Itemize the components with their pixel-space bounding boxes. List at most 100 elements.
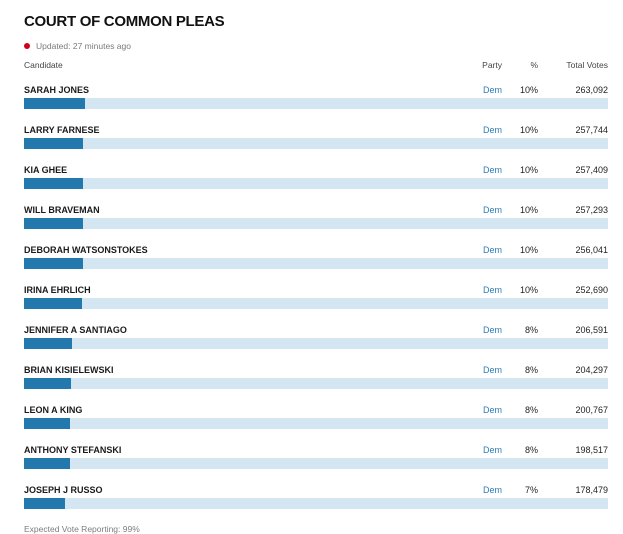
party-label: Dem bbox=[482, 204, 502, 215]
percent-value: 8% bbox=[524, 444, 538, 455]
expected-vote-reporting: Expected Vote Reporting: 99% bbox=[24, 523, 140, 534]
total-votes-value: 263,092 bbox=[575, 84, 608, 95]
percent-value: 8% bbox=[524, 324, 538, 335]
candidate-name: BRIAN KISIELEWSKI bbox=[24, 364, 114, 375]
column-headers: Candidate Party % Total Votes bbox=[24, 60, 608, 70]
candidate-row: IRINA EHRLICH Dem 10% 252,690 bbox=[24, 284, 608, 309]
column-header-percent: % bbox=[530, 59, 538, 70]
vote-bar-fill bbox=[24, 457, 70, 469]
candidate-name: KIA GHEE bbox=[24, 164, 68, 175]
candidate-name: ANTHONY STEFANSKI bbox=[24, 444, 122, 455]
party-label: Dem bbox=[482, 164, 502, 175]
party-label: Dem bbox=[482, 364, 502, 375]
results-rows: SARAH JONES Dem 10% 263,092 LARRY FARNES… bbox=[24, 84, 608, 509]
party-label: Dem bbox=[482, 124, 502, 135]
total-votes-value: 257,409 bbox=[575, 164, 608, 175]
candidate-name: JOSEPH J RUSSO bbox=[24, 484, 103, 495]
vote-bar-fill bbox=[24, 377, 72, 389]
percent-value: 10% bbox=[519, 284, 538, 295]
candidate-name: JENNIFER A SANTIAGO bbox=[24, 324, 127, 335]
party-label: Dem bbox=[482, 404, 502, 415]
candidate-row: BRIAN KISIELEWSKI Dem 8% 204,297 bbox=[24, 364, 608, 389]
vote-bar-fill bbox=[24, 337, 72, 349]
total-votes-value: 257,744 bbox=[575, 124, 608, 135]
candidate-row-values: JOSEPH J RUSSO Dem 7% 178,479 bbox=[24, 484, 608, 496]
percent-value: 10% bbox=[519, 204, 538, 215]
candidate-row: WILL BRAVEMAN Dem 10% 257,293 bbox=[24, 204, 608, 229]
total-votes-value: 256,041 bbox=[575, 244, 608, 255]
vote-bar-fill bbox=[24, 137, 84, 149]
candidate-row: LARRY FARNESE Dem 10% 257,744 bbox=[24, 124, 608, 149]
percent-value: 8% bbox=[524, 364, 538, 375]
candidate-row-values: IRINA EHRLICH Dem 10% 252,690 bbox=[24, 284, 608, 296]
candidate-row-values: SARAH JONES Dem 10% 263,092 bbox=[24, 84, 608, 96]
total-votes-value: 252,690 bbox=[575, 284, 608, 295]
candidate-row-values: DEBORAH WATSONSTOKES Dem 10% 256,041 bbox=[24, 244, 608, 256]
total-votes-value: 206,591 bbox=[575, 324, 608, 335]
candidate-name: LARRY FARNESE bbox=[24, 124, 100, 135]
candidate-row-values: LARRY FARNESE Dem 10% 257,744 bbox=[24, 124, 608, 136]
vote-bar-track bbox=[24, 377, 608, 389]
percent-value: 10% bbox=[519, 124, 538, 135]
party-label: Dem bbox=[482, 484, 502, 495]
candidate-name: DEBORAH WATSONSTOKES bbox=[24, 244, 148, 255]
vote-bar-track bbox=[24, 497, 608, 509]
total-votes-value: 200,767 bbox=[575, 404, 608, 415]
vote-bar-track bbox=[24, 297, 608, 309]
column-header-candidate: Candidate bbox=[24, 59, 63, 70]
party-label: Dem bbox=[482, 284, 502, 295]
vote-bar-fill bbox=[24, 497, 66, 509]
party-label: Dem bbox=[482, 244, 502, 255]
total-votes-value: 257,293 bbox=[575, 204, 608, 215]
percent-value: 7% bbox=[524, 484, 538, 495]
candidate-row-values: LEON A KING Dem 8% 200,767 bbox=[24, 404, 608, 416]
candidate-row: JENNIFER A SANTIAGO Dem 8% 206,591 bbox=[24, 324, 608, 349]
candidate-row: ANTHONY STEFANSKI Dem 8% 198,517 bbox=[24, 444, 608, 469]
vote-bar-track bbox=[24, 137, 608, 149]
candidate-row: DEBORAH WATSONSTOKES Dem 10% 256,041 bbox=[24, 244, 608, 269]
candidate-name: SARAH JONES bbox=[24, 84, 90, 95]
vote-bar-fill bbox=[24, 177, 84, 189]
candidate-row-values: KIA GHEE Dem 10% 257,409 bbox=[24, 164, 608, 176]
vote-bar-track bbox=[24, 97, 608, 109]
column-header-party: Party bbox=[482, 59, 502, 70]
party-label: Dem bbox=[482, 84, 502, 95]
vote-bar-fill bbox=[24, 417, 71, 429]
percent-value: 10% bbox=[519, 164, 538, 175]
vote-bar-track bbox=[24, 417, 608, 429]
percent-value: 10% bbox=[519, 244, 538, 255]
vote-bar-track bbox=[24, 457, 608, 469]
vote-bar-track bbox=[24, 337, 608, 349]
vote-bar-track bbox=[24, 177, 608, 189]
percent-value: 8% bbox=[524, 404, 538, 415]
candidate-row-values: WILL BRAVEMAN Dem 10% 257,293 bbox=[24, 204, 608, 216]
updated-line: Updated: 27 minutes ago bbox=[24, 41, 608, 51]
percent-value: 10% bbox=[519, 84, 538, 95]
candidate-row: LEON A KING Dem 8% 200,767 bbox=[24, 404, 608, 429]
candidate-name: WILL BRAVEMAN bbox=[24, 204, 100, 215]
candidate-name: LEON A KING bbox=[24, 404, 83, 415]
candidate-row-values: BRIAN KISIELEWSKI Dem 8% 204,297 bbox=[24, 364, 608, 376]
candidate-row: KIA GHEE Dem 10% 257,409 bbox=[24, 164, 608, 189]
candidate-row-values: ANTHONY STEFANSKI Dem 8% 198,517 bbox=[24, 444, 608, 456]
total-votes-value: 198,517 bbox=[575, 444, 608, 455]
vote-bar-fill bbox=[24, 97, 85, 109]
vote-bar-fill bbox=[24, 217, 84, 229]
column-header-total-votes: Total Votes bbox=[566, 59, 608, 70]
total-votes-value: 178,479 bbox=[575, 484, 608, 495]
vote-bar-fill bbox=[24, 257, 84, 269]
live-dot-icon bbox=[24, 42, 30, 49]
candidate-row: SARAH JONES Dem 10% 263,092 bbox=[24, 84, 608, 109]
total-votes-value: 204,297 bbox=[575, 364, 608, 375]
candidate-row: JOSEPH J RUSSO Dem 7% 178,479 bbox=[24, 484, 608, 509]
candidate-row-values: JENNIFER A SANTIAGO Dem 8% 206,591 bbox=[24, 324, 608, 336]
vote-bar-fill bbox=[24, 297, 83, 309]
vote-bar-track bbox=[24, 257, 608, 269]
page-title: COURT OF COMMON PLEAS bbox=[24, 13, 225, 30]
candidate-name: IRINA EHRLICH bbox=[24, 284, 91, 295]
party-label: Dem bbox=[482, 444, 502, 455]
updated-timestamp: Updated: 27 minutes ago bbox=[36, 40, 131, 51]
party-label: Dem bbox=[482, 324, 502, 335]
vote-bar-track bbox=[24, 217, 608, 229]
